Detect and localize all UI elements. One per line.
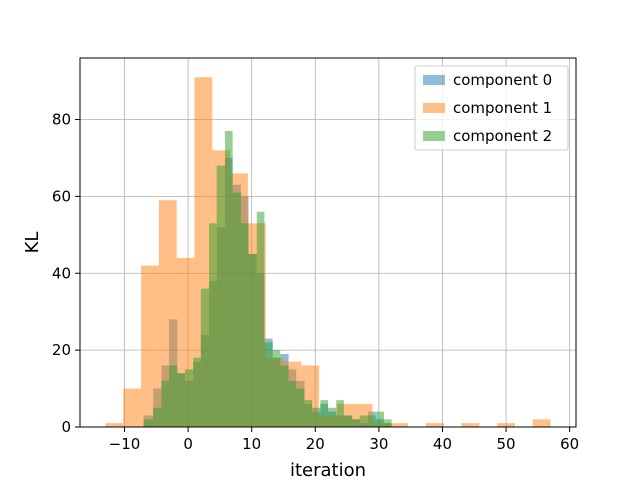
legend: component 0 component 1 component 2: [414, 65, 569, 151]
y-tick-label: 0: [61, 418, 71, 436]
histogram-bar-series-2: [336, 400, 344, 427]
bars-layer: [105, 77, 551, 427]
ticks-layer: −10 0 10 20 30 40 50 60 0 20 40 60 80: [52, 111, 579, 454]
histogram-bar-series-2: [359, 415, 369, 427]
histogram-bar-series-2: [177, 373, 185, 427]
histogram-bar-series-2: [169, 365, 178, 427]
histogram-bar-series-2: [248, 254, 257, 427]
y-tick-label: 20: [52, 341, 71, 359]
histogram-bar-series-1: [105, 423, 124, 427]
x-tick-label: 0: [183, 435, 193, 453]
x-axis-label: iteration: [290, 460, 366, 480]
histogram-bar-series-2: [375, 411, 384, 427]
histogram-bar-series-2: [296, 388, 305, 427]
histogram-bar-series-1: [461, 423, 480, 427]
histogram-bar-series-2: [232, 192, 241, 427]
histogram-bar-series-2: [368, 415, 376, 427]
histogram-bar-series-2: [193, 357, 201, 427]
x-tick-label: 20: [306, 435, 325, 453]
histogram-bar-series-2: [256, 211, 265, 427]
histogram-bar-series-2: [272, 350, 281, 427]
histogram-bar-series-2: [352, 419, 360, 427]
legend-swatch: [423, 75, 445, 85]
legend-box: [414, 65, 569, 151]
histogram-bar-series-1: [425, 423, 444, 427]
legend-label: component 1: [453, 99, 552, 117]
histogram-bar-series-2: [280, 365, 289, 427]
histogram-bar-series-2: [184, 369, 194, 427]
histogram-bar-series-1: [123, 388, 142, 427]
histogram-bar-series-2: [224, 131, 233, 427]
plot-frame: [79, 57, 577, 428]
histogram-bar-series-2: [143, 419, 154, 427]
histogram-bar-series-1: [141, 265, 159, 427]
x-tick-label: −10: [109, 435, 141, 453]
histogram-bar-series-2: [216, 165, 225, 427]
histogram-bar-series-1: [390, 423, 409, 427]
x-tick-label: 60: [560, 435, 579, 453]
histogram-bar-series-2: [304, 400, 313, 427]
y-axis-label: KL: [22, 232, 43, 254]
histogram-bar-series-2: [328, 407, 337, 427]
y-tick-label: 60: [52, 187, 71, 205]
histogram-bar-series-2: [153, 407, 162, 427]
x-tick-label: 30: [369, 435, 388, 453]
histogram-bar-series-2: [209, 223, 217, 427]
legend-label: component 2: [453, 127, 552, 145]
histogram-bar-series-1: [532, 419, 551, 427]
histogram-bar-series-2: [240, 223, 249, 427]
y-tick-label: 40: [52, 264, 71, 282]
histogram-bar-series-2: [320, 400, 328, 427]
histogram-bar-series-2: [161, 380, 170, 427]
histogram-bar-series-1: [497, 423, 515, 427]
legend-swatch: [423, 131, 445, 141]
x-tick-label: 10: [242, 435, 261, 453]
legend-swatch: [423, 103, 445, 113]
histogram-bar-series-2: [264, 342, 273, 427]
x-tick-label: 50: [497, 435, 516, 453]
legend-label: component 0: [453, 71, 552, 89]
histogram-bar-series-2: [312, 407, 321, 427]
histogram-bar-series-2: [200, 288, 210, 427]
y-tick-label: 80: [52, 111, 71, 129]
histogram-bar-series-2: [343, 415, 353, 427]
histogram-bar-series-2: [383, 419, 392, 427]
x-tick-label: 40: [433, 435, 452, 453]
histogram-bar-series-2: [288, 380, 297, 427]
